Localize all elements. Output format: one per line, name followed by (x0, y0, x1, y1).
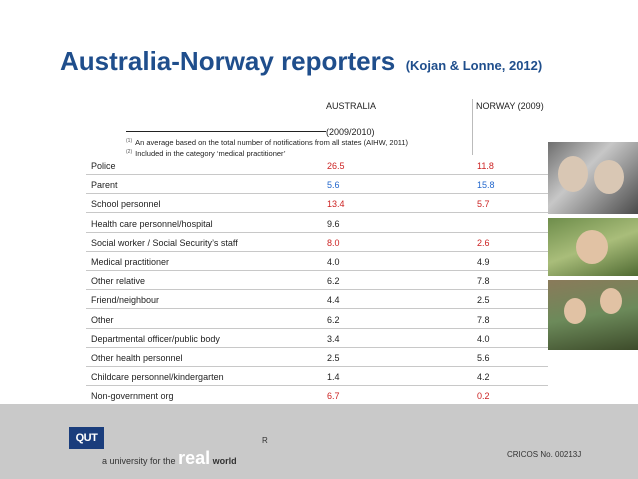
slide-title: Australia-Norway reporters (Kojan & Lonn… (60, 46, 542, 77)
reporters-table: AUSTRALIA (2009/2010) NORWAY (2009) (1) A… (86, 99, 548, 444)
family-photo (548, 280, 638, 350)
row-norway-value: 11.8 (477, 161, 494, 171)
row-norway-value: 2.6 (477, 237, 490, 248)
table-row: Other 6.2 7.8 (86, 310, 548, 329)
row-label: Other health personnel (91, 353, 183, 363)
adult-face (600, 288, 622, 314)
table-row: School personnel 13.4 5.7 (86, 194, 548, 214)
row-label: Other relative (91, 276, 146, 287)
row-australia-value: 6.2 (327, 276, 340, 287)
table-row: Other relative 6.2 7.8 (86, 271, 548, 291)
photo-strip (548, 142, 638, 350)
table-row: Police 26.5 11.8 (86, 156, 548, 175)
row-norway-value: 0.2 (477, 391, 490, 402)
row-label: Parent (91, 180, 118, 191)
tagline-world: world (212, 456, 237, 466)
footnote-rule (126, 131, 326, 132)
row-label: Non-government org (91, 391, 174, 402)
footnote-2: (2) Included in the category ‘medical pra… (126, 149, 285, 158)
qut-logo: QUT (69, 427, 104, 449)
row-label: Departmental officer/public body (91, 333, 220, 344)
header-australia: AUSTRALIA (326, 101, 377, 111)
footnote-1-mark: (1) (126, 138, 133, 144)
footer-tagline: a university for the real world (102, 448, 237, 469)
row-norway-value: 15.8 (477, 180, 495, 191)
table-row: Friend/neighbour 4.4 2.5 (86, 290, 548, 310)
table-row: Non-government org 6.7 0.2 (86, 386, 548, 406)
row-australia-value: 26.5 (327, 161, 345, 171)
row-label: Friend/neighbour (91, 295, 160, 306)
row-label: Police (91, 161, 116, 171)
child-face (576, 230, 608, 264)
row-norway-value: 4.2 (477, 372, 490, 383)
child-face (558, 156, 588, 192)
table-row: Health care personnel/hospital 9.6 (86, 214, 548, 233)
row-norway-value: 7.8 (477, 276, 490, 287)
children-photo (548, 142, 638, 214)
row-australia-value: 9.6 (327, 218, 340, 229)
table-row: Childcare personnel/kindergarten 1.4 4.2 (86, 367, 548, 387)
row-label: Other (91, 314, 114, 325)
table-row: Parent 5.6 15.8 (86, 175, 548, 195)
row-norway-value: 7.8 (477, 314, 490, 325)
row-label: Health care personnel/hospital (91, 218, 213, 229)
row-label: Social worker / Social Security’s staff (91, 237, 238, 248)
row-australia-value: 4.4 (327, 295, 340, 306)
footer-band (0, 404, 638, 479)
row-australia-value: 3.4 (327, 333, 340, 344)
cricos-number: CRICOS No. 00213J (507, 450, 582, 459)
registered-mark: R (262, 436, 268, 445)
tagline-real: real (178, 448, 211, 468)
table-row: Social worker / Social Security’s staff 8… (86, 233, 548, 252)
row-australia-value: 5.6 (327, 180, 340, 191)
row-norway-value: 5.7 (477, 199, 490, 210)
footnote-2-mark: (2) (126, 149, 133, 155)
table-row: Departmental officer/public body 3.4 4.0 (86, 329, 548, 348)
footnote-2-text: Included in the category ‘medical practi… (135, 149, 286, 158)
row-label: Childcare personnel/kindergarten (91, 372, 224, 383)
footnote-1: (1) An average based on the total number … (126, 138, 408, 147)
footnote-1-text: An average based on the total number of … (135, 138, 409, 147)
row-australia-value: 4.0 (327, 257, 340, 267)
row-label: Medical practitioner (91, 257, 170, 267)
row-norway-value: 4.0 (477, 333, 490, 344)
row-australia-value: 2.5 (327, 353, 340, 363)
row-australia-value: 6.7 (327, 391, 340, 402)
row-norway-value: 4.9 (477, 257, 490, 267)
row-australia-value: 1.4 (327, 372, 340, 383)
row-australia-value: 6.2 (327, 314, 340, 325)
table-row: Other health personnel 2.5 5.6 (86, 348, 548, 367)
child-photo (548, 218, 638, 276)
row-norway-value: 5.6 (477, 353, 490, 363)
row-australia-value: 13.4 (327, 199, 345, 210)
child-face (594, 160, 624, 194)
tagline-prefix: a university for the (102, 456, 176, 466)
row-label: School personnel (91, 199, 161, 210)
table-row: Medical practitioner 4.0 4.9 (86, 252, 548, 271)
header-divider (472, 99, 473, 155)
row-norway-value: 2.5 (477, 295, 490, 306)
row-australia-value: 8.0 (327, 237, 340, 248)
header-norway: NORWAY (2009) (476, 101, 544, 111)
child-face (564, 298, 586, 324)
slide-title-citation: (Kojan & Lonne, 2012) (405, 58, 543, 73)
slide-title-main: Australia-Norway reporters (60, 46, 396, 76)
header-australia-years: (2009/2010) (326, 127, 375, 137)
